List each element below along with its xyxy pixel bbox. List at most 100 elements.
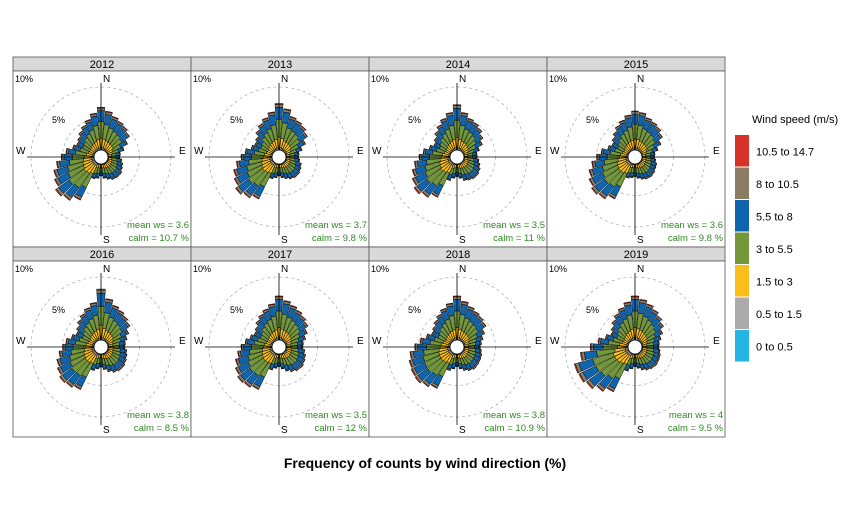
compass-e: E: [179, 146, 186, 157]
wedge-segment: [467, 117, 474, 122]
wedge-segment: [414, 160, 417, 168]
wedge-segment: [618, 119, 626, 123]
compass-e: E: [179, 336, 186, 347]
wedge-segment: [75, 330, 79, 336]
wedge-segment: [639, 299, 648, 302]
wedge-segment: [53, 169, 58, 178]
compass-e: E: [535, 146, 542, 157]
legend-swatch: [735, 232, 749, 264]
compass-s: S: [637, 235, 644, 246]
compass-s: S: [637, 425, 644, 436]
wedge-segment: [122, 146, 125, 151]
wedge-segment: [124, 139, 129, 145]
wedge-segment: [451, 177, 456, 179]
wedge-segment: [58, 350, 62, 358]
legend-swatch: [735, 265, 749, 297]
wedge-segment: [433, 319, 439, 324]
wedge-segment: [243, 192, 251, 199]
wedge-segment: [91, 177, 96, 180]
panel-2013: 2013 N S W E 10% 5% mean ws = 3.7 calm = 9.8 %: [190, 56, 370, 248]
wedge-segment: [467, 306, 475, 310]
compass-n: N: [103, 74, 110, 85]
wedge-segment: [122, 125, 128, 131]
wedge-segment: [467, 368, 473, 372]
panel-year: 2017: [268, 249, 292, 261]
calm-hub: [627, 339, 643, 355]
wedge-segment: [431, 330, 435, 336]
wedge-segment: [440, 307, 447, 312]
radial-label-10: 10%: [193, 264, 211, 274]
panel-2014: 2014 N S W E 10% 5% mean ws = 3.5 calm = 11 %: [368, 56, 548, 248]
wedge-segment: [254, 325, 259, 331]
mean-ws-text: mean ws = 3.8: [127, 410, 189, 421]
mean-ws-text: mean ws = 3.6: [661, 220, 723, 231]
mean-ws-text: mean ws = 4: [669, 410, 723, 421]
wedge-segment: [125, 321, 131, 327]
wedge-segment: [244, 338, 247, 344]
radial-label-5: 5%: [230, 115, 243, 125]
wedge-segment: [303, 354, 307, 359]
wedge-segment: [250, 144, 254, 150]
wedge-segment: [611, 136, 616, 142]
panel-year: 2016: [90, 249, 114, 261]
compass-s: S: [459, 235, 466, 246]
wedge-segment: [658, 140, 662, 145]
wedge-segment: [295, 367, 301, 372]
panel-year: 2014: [446, 59, 470, 71]
wedge-segment: [578, 373, 585, 383]
compass-e: E: [357, 146, 364, 157]
wedge-segment: [117, 120, 124, 126]
wedge-segment: [76, 141, 80, 146]
wedge-segment: [119, 151, 121, 156]
wedge-segment: [580, 352, 584, 361]
wedge-segment: [636, 177, 641, 179]
wedge-segment: [624, 369, 629, 372]
wedge-segment: [283, 300, 291, 303]
wedge-segment: [233, 169, 237, 177]
legend-title: Wind speed (m/s): [752, 114, 838, 126]
wedge-segment: [123, 358, 127, 364]
wedge-segment: [598, 193, 606, 200]
compass-s: S: [281, 235, 288, 246]
wedge-segment: [125, 349, 128, 354]
calm-text: calm = 9.8 %: [312, 233, 368, 244]
panel-plot: [561, 273, 709, 425]
wedge-segment: [597, 337, 600, 344]
wedge-segment: [118, 309, 125, 315]
compass-n: N: [281, 264, 288, 275]
calm-text: calm = 8.5 %: [134, 423, 190, 434]
x-axis-label: Frequency of counts by wind direction (%…: [284, 455, 566, 471]
wedge-segment: [262, 308, 269, 312]
wedge-segment: [654, 151, 656, 156]
wedge-segment: [481, 335, 484, 341]
wedge-segment: [414, 376, 421, 384]
wedge-segment: [477, 147, 480, 152]
radial-label-10: 10%: [15, 74, 33, 84]
legend-label: 10.5 to 14.7: [756, 146, 814, 158]
wedge-segment: [300, 315, 307, 321]
wedge-segment: [65, 381, 73, 388]
wedge-segment: [251, 385, 260, 390]
wedge-segment: [473, 310, 480, 316]
mean-ws-text: mean ws = 3.5: [305, 410, 367, 421]
wedge-segment: [436, 313, 442, 318]
wedge-segment: [445, 302, 454, 306]
wedge-segment: [255, 319, 261, 324]
wedge-segment: [89, 112, 98, 116]
wedge-segment: [658, 132, 664, 138]
wedge-segment: [478, 357, 482, 363]
wedge-segment: [257, 123, 264, 128]
panel-2018: 2018 N S W E 10% 5% mean ws = 3.8 calm = 10.9 %: [368, 246, 548, 438]
compass-w: W: [16, 336, 26, 347]
wedge-segment: [481, 329, 486, 335]
wedge-segment: [652, 309, 659, 314]
wedge-segment: [124, 340, 126, 345]
wedge-segment: [299, 162, 302, 167]
wedge-segment: [289, 116, 297, 120]
mean-ws-text: mean ws = 3.8: [483, 410, 545, 421]
wedge-segment: [588, 169, 593, 178]
panel-year: 2019: [624, 249, 648, 261]
panel-plot: [205, 273, 353, 425]
wedge-segment: [112, 369, 118, 373]
